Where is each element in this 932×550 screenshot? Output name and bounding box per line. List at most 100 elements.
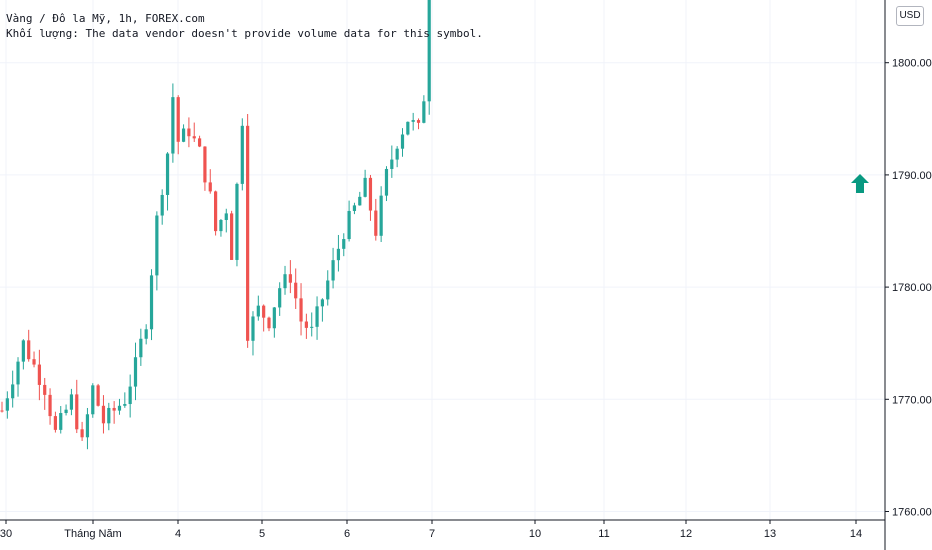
candle-body xyxy=(224,213,228,220)
candle-body xyxy=(411,120,415,122)
candle-body xyxy=(267,317,271,329)
candle-body xyxy=(235,183,239,260)
candle-body xyxy=(208,182,212,192)
candle-body xyxy=(374,210,378,236)
up-arrow-icon xyxy=(851,174,869,193)
candle-body xyxy=(11,384,15,399)
price-axis[interactable]: 1760.001770.001780.001790.001800.001810.… xyxy=(885,0,932,519)
price-tick-label: 1780.00 xyxy=(892,282,932,294)
candle-body xyxy=(304,321,308,328)
candle-body xyxy=(144,329,148,339)
time-tick-label: 30 xyxy=(0,528,12,540)
time-tick-label: Tháng Năm xyxy=(64,528,121,540)
candle-body xyxy=(214,191,218,232)
symbol-title: Vàng / Đô la Mỹ, 1h, FOREX.com xyxy=(6,12,205,25)
candle-body xyxy=(400,134,405,149)
candle-body xyxy=(363,177,367,197)
candle-body xyxy=(139,338,143,358)
grid-lines xyxy=(0,0,885,520)
candle-body xyxy=(390,159,394,169)
candle-body xyxy=(112,407,116,411)
candle-body xyxy=(64,409,68,414)
price-tick-label: 1800.00 xyxy=(892,58,932,70)
candle-body xyxy=(427,0,431,102)
candle-body xyxy=(315,306,319,327)
time-tick-label: 4 xyxy=(175,528,181,540)
candle-body xyxy=(406,121,410,135)
candle-body xyxy=(246,125,250,341)
candle-body xyxy=(176,97,180,142)
candle-body xyxy=(230,213,234,260)
candle-body xyxy=(165,153,170,195)
candle-body xyxy=(155,215,159,276)
candle-body xyxy=(384,168,389,196)
candle-body xyxy=(32,359,36,365)
price-tick-label: 1770.00 xyxy=(892,394,932,406)
candle-body xyxy=(240,125,244,184)
candle-body xyxy=(299,298,303,322)
time-tick-label: 11 xyxy=(598,528,609,540)
candle-body xyxy=(181,128,186,142)
candle-body xyxy=(310,326,314,328)
candle-body xyxy=(262,305,266,318)
candle-body xyxy=(85,414,90,438)
candle-body xyxy=(75,394,79,430)
candle-body xyxy=(320,299,324,307)
candle-body xyxy=(187,128,191,137)
candle-body xyxy=(347,210,351,240)
time-tick-label: 14 xyxy=(850,528,862,540)
time-tick-label: 5 xyxy=(259,528,265,540)
time-tick-label: 7 xyxy=(429,528,435,540)
candle-body xyxy=(278,288,282,308)
candle-body xyxy=(80,429,84,438)
candle-body xyxy=(336,248,341,261)
candle-body xyxy=(128,386,132,405)
candle-body xyxy=(192,136,196,139)
candle-body xyxy=(256,305,260,317)
candle-body xyxy=(117,405,122,411)
currency-button[interactable]: USD xyxy=(896,6,924,26)
candle-body xyxy=(53,416,57,430)
candle-body xyxy=(69,394,74,410)
candle-body xyxy=(203,146,207,183)
chart-legend: Vàng / Đô la Mỹ, 1h, FOREX.com Khối lượn… xyxy=(6,11,483,41)
candle-body xyxy=(133,357,138,387)
candle-body xyxy=(358,196,362,206)
candle-body xyxy=(0,410,4,412)
candle-body xyxy=(416,120,421,123)
time-tick-label: 13 xyxy=(764,528,776,540)
time-axis[interactable]: 30 Tháng Năm 4 5 6 7 10 11 12 13 14 xyxy=(0,520,862,540)
time-tick-label: 12 xyxy=(680,528,692,540)
candle-body xyxy=(123,404,127,406)
candle-body xyxy=(283,274,287,289)
candle-body xyxy=(43,384,47,395)
candle-body xyxy=(342,239,346,249)
candle-body xyxy=(331,260,335,281)
candle-body xyxy=(5,398,9,411)
candle-body xyxy=(326,280,330,300)
candle-body xyxy=(352,205,357,211)
candle-body xyxy=(379,195,383,236)
volume-notice: Khối lượng: The data vendor doesn't prov… xyxy=(6,27,483,40)
candle-body xyxy=(37,364,41,385)
candle-body xyxy=(395,148,399,160)
candle-body xyxy=(149,275,154,330)
candle-body xyxy=(96,385,100,406)
candle-body xyxy=(59,413,63,430)
candle-body xyxy=(16,361,20,385)
price-tick-label: 1760.00 xyxy=(892,507,932,519)
time-tick-label: 6 xyxy=(344,528,350,540)
candle-body xyxy=(368,177,373,211)
candle-body xyxy=(91,385,95,415)
price-tick-label: 1790.00 xyxy=(892,170,932,182)
time-tick-label: 10 xyxy=(529,528,541,540)
candle-body xyxy=(197,138,202,147)
candlestick-series xyxy=(0,0,431,450)
candle-body xyxy=(288,274,292,283)
candle-body xyxy=(272,307,276,329)
candle-body xyxy=(160,194,164,216)
candle-body xyxy=(219,219,223,232)
candle-body xyxy=(171,97,175,154)
candle-body xyxy=(422,101,426,123)
